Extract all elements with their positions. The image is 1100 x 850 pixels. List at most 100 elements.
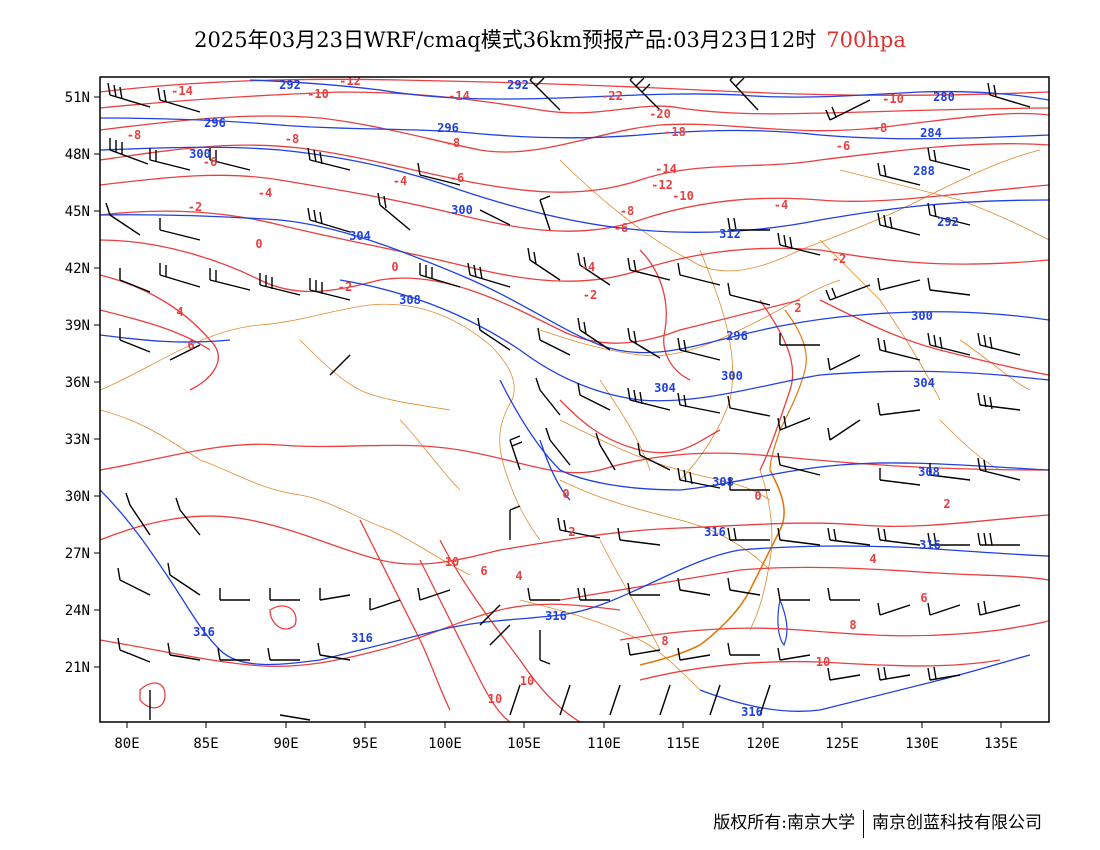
credit-owner: 版权所有:南京大学 bbox=[713, 813, 855, 833]
temp-label: 8 bbox=[661, 634, 668, 648]
x-tick-label: 115E bbox=[666, 736, 700, 752]
temperature-labels: -14 -12 -10 -8 -6 -4 -2 0 4 6 -14 -8 -8 … bbox=[127, 77, 951, 706]
temp-label: 6 bbox=[480, 564, 487, 578]
height-label: 300 bbox=[189, 147, 211, 161]
height-label: 296 bbox=[437, 121, 459, 135]
temperature-contours bbox=[100, 78, 1049, 722]
temp-label: -20 bbox=[649, 107, 671, 121]
height-label: 312 bbox=[719, 227, 741, 241]
axis-ticks bbox=[94, 96, 1002, 728]
coastline bbox=[639, 469, 785, 666]
height-label: 304 bbox=[349, 229, 371, 243]
y-tick-label: 30N bbox=[65, 489, 90, 505]
temp-label: 10 bbox=[520, 674, 534, 688]
height-label: 300 bbox=[451, 203, 473, 217]
height-label: 304 bbox=[654, 381, 676, 395]
temp-label: -6 bbox=[450, 171, 464, 185]
y-tick-label: 39N bbox=[65, 318, 90, 334]
temp-label: -18 bbox=[664, 125, 686, 139]
height-label: 292 bbox=[507, 78, 529, 92]
y-tick-label: 36N bbox=[65, 375, 90, 391]
temp-label: -4 bbox=[258, 186, 272, 200]
credit-company: 南京创蓝科技有限公司 bbox=[872, 813, 1042, 833]
y-tick-label: 21N bbox=[65, 660, 90, 676]
y-tick-label: 45N bbox=[65, 204, 90, 220]
height-label: 316 bbox=[704, 525, 726, 539]
y-axis-labels: 51N 48N 45N 42N 39N 36N 33N 30N 27N 24N … bbox=[65, 90, 90, 676]
x-tick-label: 110E bbox=[587, 736, 621, 752]
height-label: 316 bbox=[741, 705, 763, 719]
temp-label: -6 bbox=[203, 155, 217, 169]
temp-label: 10 bbox=[445, 555, 459, 569]
x-tick-label: 125E bbox=[825, 736, 859, 752]
x-tick-label: 95E bbox=[352, 736, 377, 752]
height-label: 316 bbox=[193, 625, 215, 639]
temp-label: 4 bbox=[515, 569, 522, 583]
temp-label: -12 bbox=[651, 178, 673, 192]
height-label: 308 bbox=[399, 293, 421, 307]
temp-label: -14 bbox=[448, 89, 470, 103]
height-label: 280 bbox=[933, 90, 955, 104]
credit-separator bbox=[863, 809, 864, 838]
temp-label: 6 bbox=[920, 591, 927, 605]
temp-label: -8 bbox=[873, 121, 887, 135]
temp-label: 4 bbox=[869, 552, 876, 566]
temp-label: 0 bbox=[562, 487, 569, 501]
temp-label: 10 bbox=[488, 692, 502, 706]
title-level: 700hpa bbox=[826, 28, 906, 52]
y-tick-label: 42N bbox=[65, 261, 90, 277]
temp-label: 0 bbox=[255, 237, 262, 251]
temp-label: 2 bbox=[943, 497, 950, 511]
wind-barbs bbox=[105, 77, 1031, 721]
temp-label: -14 bbox=[171, 84, 193, 98]
temp-label: -10 bbox=[672, 189, 694, 203]
temp-label: 2 bbox=[568, 525, 575, 539]
x-tick-label: 135E bbox=[984, 736, 1018, 752]
x-axis-labels: 80E 85E 90E 95E 100E 105E 110E 115E 120E… bbox=[114, 736, 1018, 752]
temp-label: -4 bbox=[581, 260, 595, 274]
temp-label: -10 bbox=[882, 92, 904, 106]
x-tick-label: 120E bbox=[746, 736, 780, 752]
temp-label: 2 bbox=[794, 301, 801, 315]
temp-label: -8 bbox=[285, 132, 299, 146]
temp-label: 6 bbox=[187, 338, 194, 352]
map-layers: 292 292 296 296 300 300 304 308 296 300 … bbox=[100, 77, 1049, 722]
x-tick-label: 130E bbox=[905, 736, 939, 752]
height-label: 284 bbox=[920, 126, 942, 140]
height-label: 316 bbox=[919, 538, 941, 552]
temp-label: 8 bbox=[849, 618, 856, 632]
temp-label: -4 bbox=[393, 174, 407, 188]
temp-label: -2 bbox=[832, 252, 846, 266]
taiwan-outline bbox=[777, 597, 788, 647]
copyright-credit: 版权所有:南京大学 南京创蓝科技有限公司 bbox=[713, 808, 1042, 838]
temp-label: -8 bbox=[127, 128, 141, 142]
temp-label: -22 bbox=[601, 89, 623, 103]
height-label: 296 bbox=[204, 116, 226, 130]
temp-label: 0 bbox=[391, 260, 398, 274]
temp-label: -8 bbox=[620, 204, 634, 218]
height-label: 308 bbox=[712, 475, 734, 489]
plot-frame bbox=[99, 76, 1050, 723]
temp-label: 10 bbox=[816, 655, 830, 669]
height-label: 292 bbox=[937, 215, 959, 229]
x-tick-label: 100E bbox=[428, 736, 462, 752]
height-contours bbox=[100, 79, 1049, 712]
height-label: 300 bbox=[721, 369, 743, 383]
y-tick-label: 24N bbox=[65, 603, 90, 619]
temp-label: -2 bbox=[188, 200, 202, 214]
height-label: 292 bbox=[279, 78, 301, 92]
temp-label: -10 bbox=[307, 87, 329, 101]
title-main: 2025年03月23日WRF/cmaq模式36km预报产品:03月23日12时 bbox=[194, 28, 817, 52]
height-label: 300 bbox=[911, 309, 933, 323]
coastline-north bbox=[769, 309, 807, 471]
temp-label: -14 bbox=[655, 162, 677, 176]
temp-label: 4 bbox=[176, 305, 183, 319]
temp-label: -2 bbox=[338, 280, 352, 294]
x-tick-label: 80E bbox=[114, 736, 139, 752]
x-tick-label: 105E bbox=[507, 736, 541, 752]
height-label: 316 bbox=[351, 631, 373, 645]
temp-label: -8 bbox=[446, 136, 460, 150]
height-label: 304 bbox=[913, 376, 935, 390]
temp-label: 0 bbox=[754, 489, 761, 503]
